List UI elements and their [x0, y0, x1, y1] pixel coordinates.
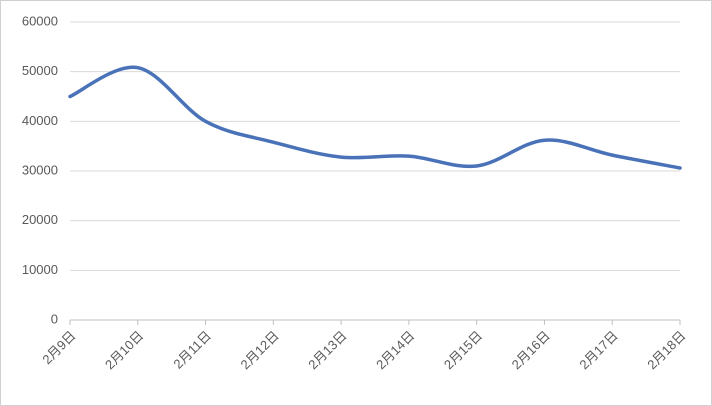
y-tick-label: 20000 — [22, 212, 58, 227]
y-tick-label: 30000 — [22, 162, 58, 177]
data-line — [68, 65, 682, 170]
y-tick-label: 50000 — [22, 63, 58, 78]
y-tick-label: 0 — [51, 311, 58, 326]
y-tick-label: 40000 — [22, 113, 58, 128]
y-tick-label: 10000 — [22, 262, 58, 277]
y-tick-label: 60000 — [22, 13, 58, 28]
